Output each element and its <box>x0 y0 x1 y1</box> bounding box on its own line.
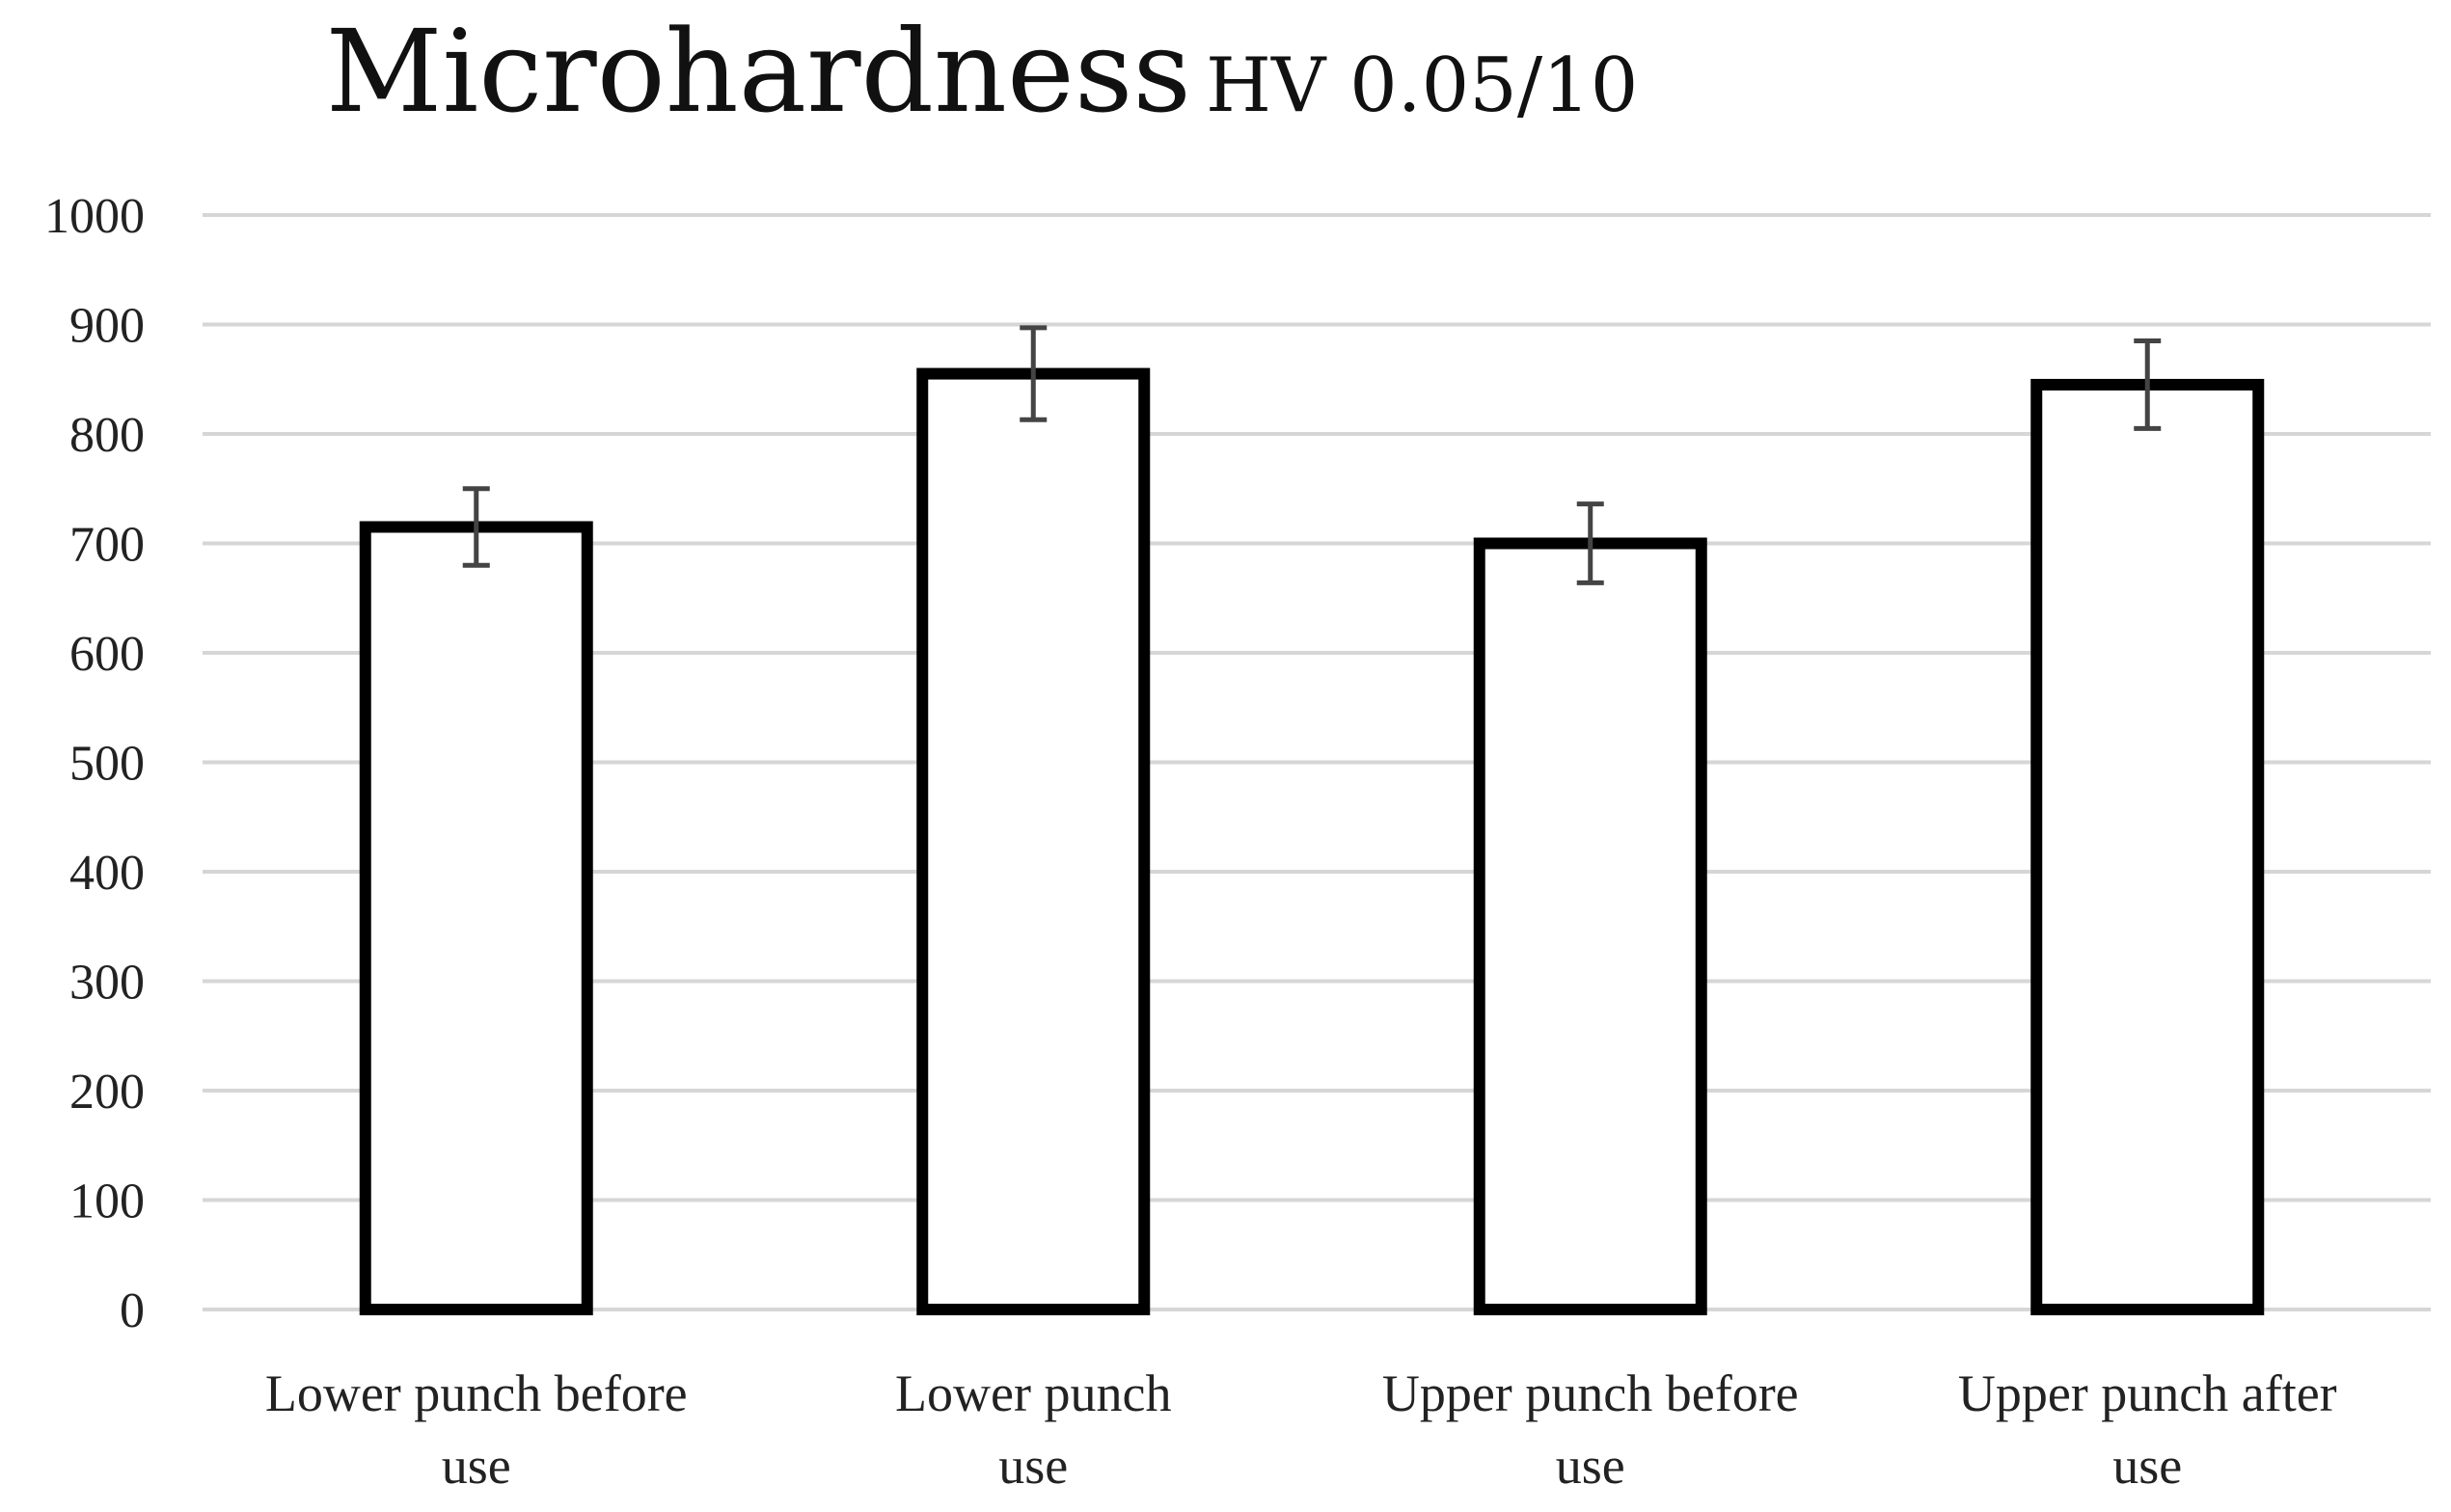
x-tick-label-line: Upper punch before <box>1382 1364 1799 1422</box>
x-tick-label-line: use <box>2112 1437 2182 1495</box>
y-tick-label: 600 <box>69 627 145 682</box>
chart-title-main: Microhardness <box>326 5 1191 138</box>
x-tick-label-line: use <box>442 1437 511 1495</box>
x-tick-label: Lower punch before use <box>265 1364 688 1495</box>
bar <box>1473 537 1707 1315</box>
y-axis-ticks: 0 100 200 300 400 500 600 700 800 900 1000 <box>44 189 145 1338</box>
error-bar <box>1576 501 1604 585</box>
x-tick-label-line: Upper punch after <box>1958 1364 2337 1422</box>
bar <box>916 367 1151 1315</box>
x-tick-label: Upper punch after use <box>1958 1364 2337 1495</box>
x-tick-label: Upper punch before use <box>1382 1364 1799 1495</box>
x-tick-label-line: use <box>998 1437 1068 1495</box>
error-bar <box>2134 338 2162 431</box>
y-tick-label: 200 <box>69 1065 145 1120</box>
y-tick-label: 400 <box>69 846 145 901</box>
y-tick-label: 800 <box>69 408 145 463</box>
bar <box>2030 378 2265 1315</box>
error-bar <box>462 486 490 568</box>
bar <box>359 521 593 1315</box>
x-tick-label-line: use <box>1556 1437 1625 1495</box>
y-tick-label: 100 <box>69 1174 145 1229</box>
chart-title-suffix: HV 0.05/10 <box>1206 42 1638 129</box>
x-tick-label-line: Lower punch before <box>265 1364 688 1422</box>
bars <box>359 367 2265 1315</box>
y-tick-label: 500 <box>69 737 145 792</box>
chart-title: Microhardness HV 0.05/10 <box>326 5 1639 138</box>
y-tick-label: 1000 <box>44 189 145 244</box>
error-bar <box>1020 325 1048 422</box>
error-bars <box>462 325 2162 585</box>
x-tick-label-line: Lower punch <box>895 1364 1171 1422</box>
x-tick-label: Lower punch use <box>895 1364 1171 1495</box>
y-tick-label: 0 <box>120 1283 145 1338</box>
y-tick-label: 300 <box>69 956 145 1011</box>
y-tick-label: 700 <box>69 518 145 573</box>
y-tick-label: 900 <box>69 299 145 354</box>
